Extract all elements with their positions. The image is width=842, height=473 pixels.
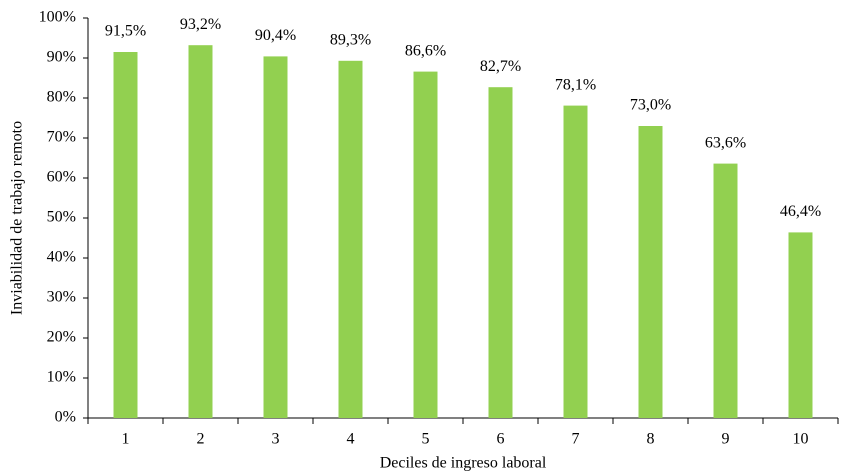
x-tick-label: 5 bbox=[422, 431, 430, 448]
value-label: 86,6% bbox=[405, 42, 446, 59]
x-tick-label: 1 bbox=[122, 431, 130, 448]
y-tick-label: 0% bbox=[55, 409, 76, 426]
y-tick-label: 20% bbox=[47, 329, 76, 346]
bar bbox=[488, 87, 513, 418]
y-tick-label: 10% bbox=[47, 369, 76, 386]
y-tick-label: 100% bbox=[39, 9, 76, 26]
x-tick-label: 3 bbox=[272, 431, 280, 448]
bar bbox=[188, 45, 213, 418]
bar bbox=[338, 60, 363, 419]
value-label: 93,2% bbox=[180, 16, 221, 33]
value-label: 82,7% bbox=[480, 58, 521, 75]
y-tick-label: 60% bbox=[47, 169, 76, 186]
x-tick-label: 6 bbox=[497, 431, 505, 448]
bar bbox=[563, 105, 588, 418]
value-label: 46,4% bbox=[780, 203, 821, 220]
value-label: 63,6% bbox=[705, 134, 746, 151]
x-tick-label: 10 bbox=[793, 431, 809, 448]
value-label: 90,4% bbox=[255, 27, 296, 44]
y-tick-label: 40% bbox=[47, 249, 76, 266]
bar bbox=[413, 71, 438, 418]
x-tick-label: 7 bbox=[572, 431, 580, 448]
bar bbox=[113, 52, 138, 418]
value-label: 78,1% bbox=[555, 76, 596, 93]
y-tick-label: 50% bbox=[47, 209, 76, 226]
value-label: 91,5% bbox=[105, 23, 146, 40]
x-axis-title: Deciles de ingreso laboral bbox=[380, 455, 547, 472]
y-tick-label: 70% bbox=[47, 129, 76, 146]
x-tick-label: 4 bbox=[347, 431, 355, 448]
x-tick-label: 9 bbox=[722, 431, 730, 448]
y-tick-label: 80% bbox=[47, 89, 76, 106]
value-label: 89,3% bbox=[330, 31, 371, 48]
bar bbox=[713, 163, 738, 418]
bar bbox=[638, 126, 663, 418]
bar bbox=[788, 232, 813, 418]
y-tick-label: 90% bbox=[47, 49, 76, 66]
y-tick-label: 30% bbox=[47, 289, 76, 306]
value-label: 73,0% bbox=[630, 97, 671, 114]
x-tick-label: 2 bbox=[197, 431, 205, 448]
y-axis-title: Inviabilidad de trabajo remoto bbox=[9, 121, 26, 315]
bar bbox=[263, 56, 288, 419]
x-tick-label: 8 bbox=[647, 431, 655, 448]
